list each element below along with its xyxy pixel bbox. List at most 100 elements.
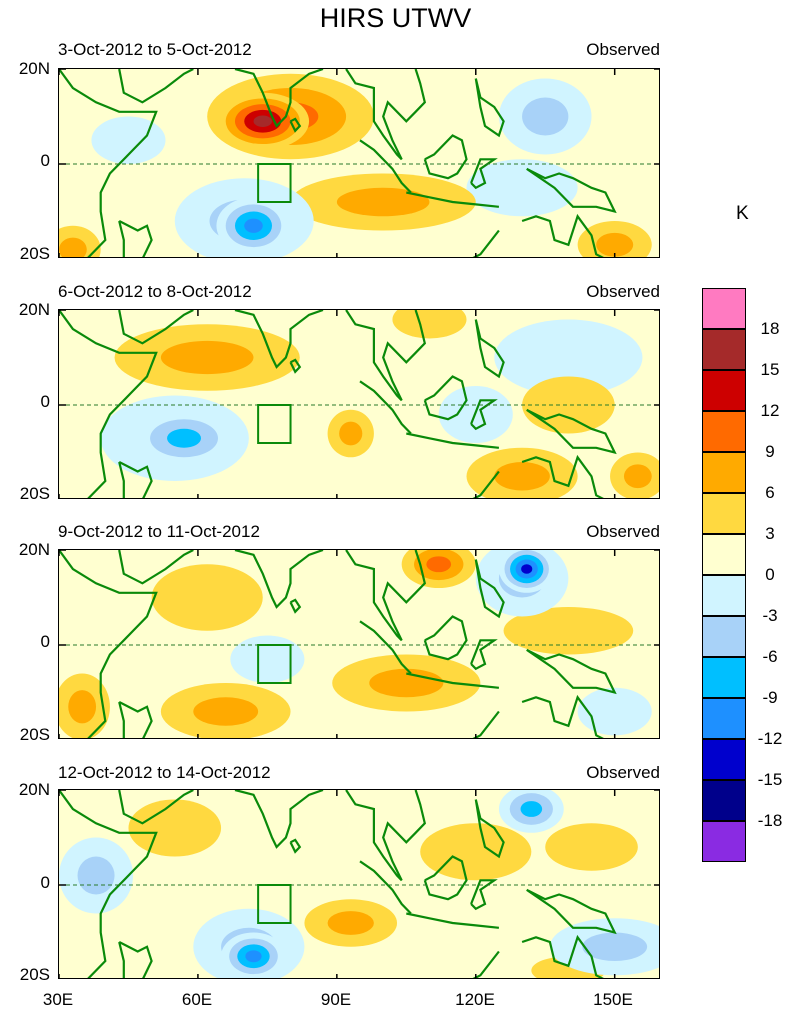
contour-region [91, 116, 166, 164]
coastline [359, 860, 412, 915]
panel-1-ylabel-20s: 20S [19, 244, 50, 263]
panel-4-ylabel-20n: 20N [18, 780, 50, 799]
colorbar-swatch [702, 698, 746, 739]
panel-1-heatmap [59, 69, 659, 257]
panel-2-map [58, 309, 660, 499]
colorbar-label: 12 [760, 401, 780, 420]
contour-region [336, 187, 430, 217]
coastline [521, 213, 604, 257]
coastline [345, 550, 427, 642]
coastline [521, 694, 604, 738]
coastline [470, 158, 498, 190]
coastline [521, 934, 604, 978]
coastline [289, 117, 302, 133]
colorbar-label: -9 [762, 688, 778, 707]
colorbar-swatch [702, 534, 746, 575]
panel-4-heatmap [59, 790, 659, 978]
panel-1-observed: Observed [586, 40, 660, 59]
colorbar-label: 3 [765, 524, 775, 543]
contour-region [520, 801, 543, 817]
contour-region [128, 799, 222, 857]
contour-region [545, 823, 638, 871]
panel-3-date: 9-Oct-2012 to 11-Oct-2012 [58, 522, 260, 541]
coastline [406, 191, 500, 208]
contour-region [244, 218, 263, 233]
panel-4-ylabel-0: 0 [40, 873, 50, 892]
panel-1-date: 3-Oct-2012 to 5-Oct-2012 [58, 40, 252, 59]
colorbar-swatch [702, 616, 746, 657]
panel-1-ylabel-0: 0 [40, 151, 50, 170]
coastline [59, 790, 158, 978]
coastline [406, 912, 500, 929]
target-region-box [257, 644, 292, 684]
colorbar-swatch [702, 411, 746, 452]
panel-1-ylabel-20n: 20N [18, 59, 50, 78]
coastline [118, 790, 194, 825]
colorbar-unit: K [736, 203, 749, 224]
coastline [474, 78, 505, 138]
panel-2-ylabel-20n: 20N [18, 300, 50, 319]
coastline [406, 672, 500, 689]
contour-region [503, 607, 634, 655]
colorbar-label: -12 [757, 729, 783, 748]
coastline [59, 69, 158, 257]
colorbar-swatch [702, 780, 746, 821]
coastline [406, 432, 500, 449]
coastline [472, 229, 500, 257]
coastline [59, 550, 158, 738]
coastline [234, 550, 324, 609]
colorbar-swatch [702, 739, 746, 780]
xtick-label-120e: 120E [455, 990, 495, 1009]
panel-4-observed: Observed [586, 763, 660, 782]
xtick-label-60e: 60E [181, 990, 213, 1009]
panel-3-observed: Observed [586, 522, 660, 541]
contour-region [577, 687, 652, 736]
contour-region [522, 97, 569, 136]
contour-region [339, 421, 363, 446]
coastline [521, 454, 604, 498]
coastline [526, 167, 617, 214]
contour-region [230, 635, 305, 683]
coastline [234, 790, 324, 849]
coastline [423, 615, 468, 661]
coastline [289, 598, 302, 614]
coastline [526, 408, 617, 455]
coastline [234, 69, 324, 128]
coastline [359, 380, 412, 435]
colorbar-label: -3 [762, 606, 778, 625]
xtick-label-30e: 30E [42, 990, 74, 1009]
colorbar-swatch [702, 370, 746, 411]
contour-region [623, 464, 652, 489]
contour-region [68, 690, 97, 724]
coastline [470, 879, 498, 911]
panel-4-ylabel-20s: 20S [19, 965, 50, 984]
contour-region [327, 911, 374, 935]
colorbar-label: 15 [760, 360, 780, 379]
contour-region [245, 950, 262, 963]
coastline [359, 620, 412, 675]
contour-region [426, 556, 452, 573]
coastline [118, 220, 153, 257]
panel-3-ylabel-0: 0 [40, 632, 50, 651]
panel-1-map [58, 68, 660, 258]
coastline [289, 838, 302, 854]
contour-region [77, 856, 115, 895]
coastline [474, 319, 505, 379]
target-region-box [257, 163, 292, 203]
contour-region [494, 462, 550, 491]
contour-region [151, 564, 263, 631]
coastline [474, 559, 505, 619]
target-region-box [257, 884, 292, 924]
target-region-box [257, 404, 292, 444]
contour-region [466, 159, 578, 217]
coastline [470, 399, 498, 431]
panel-2-observed: Observed [586, 282, 660, 301]
coastline [359, 139, 412, 194]
coastline [118, 461, 153, 498]
colorbar-swatch [702, 821, 746, 862]
contour-region [193, 697, 259, 726]
contour-region [582, 932, 648, 961]
coastline [289, 358, 302, 374]
colorbar-label: 9 [765, 442, 775, 461]
panel-3-ylabel-20s: 20S [19, 725, 50, 744]
